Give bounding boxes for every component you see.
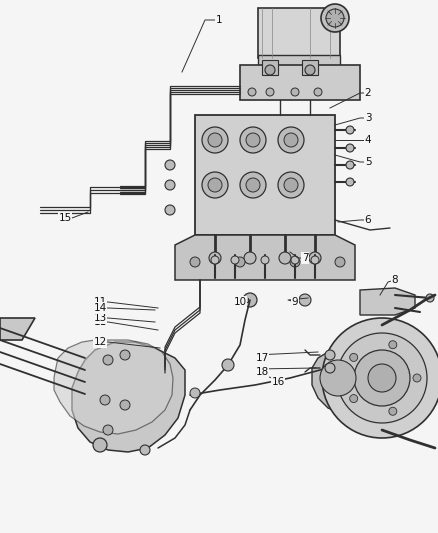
Polygon shape xyxy=(54,340,173,434)
Circle shape xyxy=(314,88,322,96)
Circle shape xyxy=(389,407,397,415)
Circle shape xyxy=(243,293,257,307)
Circle shape xyxy=(103,425,113,435)
Circle shape xyxy=(235,257,245,267)
Text: 9: 9 xyxy=(292,297,298,307)
Polygon shape xyxy=(72,342,185,452)
Text: 17: 17 xyxy=(255,353,268,363)
Circle shape xyxy=(337,333,427,423)
Text: 3: 3 xyxy=(365,113,371,123)
Circle shape xyxy=(291,88,299,96)
Text: 11: 11 xyxy=(93,317,106,327)
Polygon shape xyxy=(312,337,362,418)
Circle shape xyxy=(346,161,354,169)
Polygon shape xyxy=(328,325,435,428)
Polygon shape xyxy=(258,8,340,58)
Circle shape xyxy=(231,256,239,264)
Circle shape xyxy=(246,133,260,147)
Circle shape xyxy=(299,294,311,306)
Text: 4: 4 xyxy=(365,135,371,145)
Circle shape xyxy=(165,205,175,215)
Polygon shape xyxy=(240,65,360,100)
Circle shape xyxy=(368,364,396,392)
Circle shape xyxy=(321,4,349,32)
Text: 5: 5 xyxy=(365,157,371,167)
Circle shape xyxy=(93,438,107,452)
Circle shape xyxy=(190,257,200,267)
Polygon shape xyxy=(360,288,415,315)
Polygon shape xyxy=(195,115,335,235)
Circle shape xyxy=(291,256,299,264)
Circle shape xyxy=(208,178,222,192)
Circle shape xyxy=(309,252,321,264)
Circle shape xyxy=(209,252,221,264)
Circle shape xyxy=(211,256,219,264)
Circle shape xyxy=(305,65,315,75)
Circle shape xyxy=(350,353,358,361)
Circle shape xyxy=(103,355,113,365)
Text: 13: 13 xyxy=(93,313,106,323)
Polygon shape xyxy=(175,235,355,280)
Polygon shape xyxy=(262,60,278,75)
Circle shape xyxy=(290,257,300,267)
Circle shape xyxy=(240,127,266,153)
Circle shape xyxy=(335,257,345,267)
Text: 12: 12 xyxy=(93,337,106,347)
Text: 6: 6 xyxy=(365,215,371,225)
Circle shape xyxy=(120,400,130,410)
Circle shape xyxy=(311,256,319,264)
Circle shape xyxy=(320,360,356,396)
Circle shape xyxy=(222,359,234,371)
Text: 14: 14 xyxy=(93,303,106,313)
Circle shape xyxy=(165,180,175,190)
Polygon shape xyxy=(302,60,318,75)
Circle shape xyxy=(325,350,335,360)
Circle shape xyxy=(100,395,110,405)
Text: 11: 11 xyxy=(93,297,106,307)
Circle shape xyxy=(202,127,228,153)
Circle shape xyxy=(240,172,266,198)
Circle shape xyxy=(140,445,150,455)
Circle shape xyxy=(278,172,304,198)
Circle shape xyxy=(325,363,335,373)
Text: 16: 16 xyxy=(272,377,285,387)
Text: 10: 10 xyxy=(233,297,247,307)
Circle shape xyxy=(266,88,274,96)
Polygon shape xyxy=(258,55,340,70)
Circle shape xyxy=(350,394,358,402)
Circle shape xyxy=(208,133,222,147)
Circle shape xyxy=(346,126,354,134)
Text: 18: 18 xyxy=(255,367,268,377)
Circle shape xyxy=(326,9,344,27)
Circle shape xyxy=(279,252,291,264)
Circle shape xyxy=(261,256,269,264)
Circle shape xyxy=(246,178,260,192)
Circle shape xyxy=(354,350,410,406)
Circle shape xyxy=(322,318,438,438)
Text: 8: 8 xyxy=(392,275,398,285)
Circle shape xyxy=(413,374,421,382)
Circle shape xyxy=(248,88,256,96)
Circle shape xyxy=(346,144,354,152)
Text: 1: 1 xyxy=(215,15,223,25)
Circle shape xyxy=(389,341,397,349)
Circle shape xyxy=(265,65,275,75)
Text: 7: 7 xyxy=(302,253,308,263)
Circle shape xyxy=(426,294,434,302)
Circle shape xyxy=(202,172,228,198)
Text: 15: 15 xyxy=(58,213,72,223)
Circle shape xyxy=(244,252,256,264)
Circle shape xyxy=(284,133,298,147)
Circle shape xyxy=(165,160,175,170)
Text: 2: 2 xyxy=(365,88,371,98)
Circle shape xyxy=(346,178,354,186)
Circle shape xyxy=(284,178,298,192)
Circle shape xyxy=(278,127,304,153)
Circle shape xyxy=(120,350,130,360)
Polygon shape xyxy=(0,318,35,340)
Circle shape xyxy=(190,388,200,398)
